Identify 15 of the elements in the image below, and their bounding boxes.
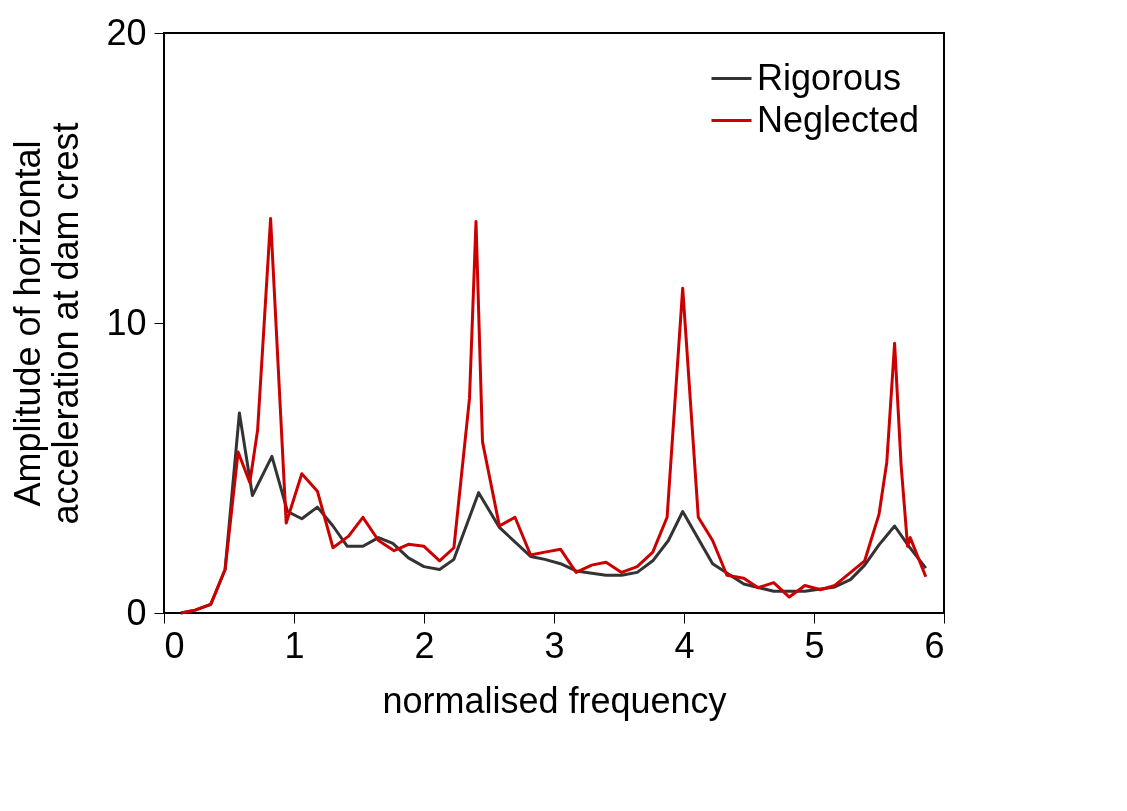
x-tick-label: 4: [674, 624, 695, 666]
x-tick-label: 1: [284, 624, 305, 666]
y-tick-label: 20: [106, 11, 147, 53]
y-tick-label: 10: [106, 301, 147, 343]
y-tick-label: 0: [126, 591, 147, 633]
x-tick-label: 0: [164, 624, 185, 666]
legend-label: Rigorous: [757, 56, 902, 98]
x-tick-label: 6: [924, 624, 945, 666]
legend-label: Neglected: [757, 98, 920, 140]
x-axis-title: normalised frequency: [382, 679, 727, 721]
y-axis-title: Amplitude of horizontal acceleration at dam crest: [7, 122, 87, 525]
x-tick-label: 5: [804, 624, 825, 666]
x-tick-label: 2: [414, 624, 435, 666]
line-series: [179, 217, 928, 615]
x-tick-label: 3: [544, 624, 565, 666]
